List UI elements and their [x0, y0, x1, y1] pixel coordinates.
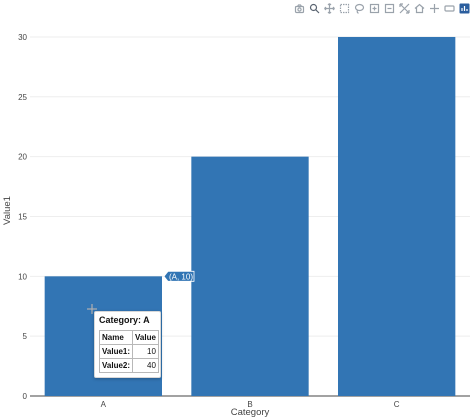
tooltip-table: Name Value Value1: 10 Value2: 40	[98, 330, 159, 373]
tooltip-row-value: 10	[132, 344, 159, 359]
x-tick-label: A	[101, 400, 107, 409]
zoom-out-icon[interactable]	[384, 3, 395, 14]
y-tick-label: 20	[18, 153, 27, 162]
y-tick-label: 30	[18, 33, 27, 42]
tooltip-title: Category: A	[99, 315, 150, 325]
y-tick-label: 0	[23, 392, 28, 401]
hover-label-text: (A, 10)	[169, 272, 193, 281]
y-tick-label: 10	[18, 272, 27, 281]
home-icon[interactable]	[414, 3, 425, 14]
tooltip-row: Value1: 10	[98, 344, 159, 359]
bar[interactable]	[338, 36, 456, 396]
x-tick-label: B	[247, 400, 252, 409]
spike-lines-icon[interactable]	[429, 3, 440, 14]
y-axis-ticks: 0 5 10 15 20 25 30	[18, 33, 27, 401]
y-tick-label: 5	[23, 332, 28, 341]
tooltip-row-name: Value1:	[98, 344, 134, 359]
camera-icon[interactable]	[294, 3, 305, 14]
x-axis-title: Category	[231, 407, 270, 418]
modebar	[294, 1, 470, 15]
autoscale-icon[interactable]	[399, 2, 410, 14]
x-axis-ticks: A B C	[101, 400, 400, 409]
tooltip-row: Value2: 40	[98, 358, 159, 373]
tooltip-header-row: Name Value	[98, 330, 159, 345]
tooltip-header-value: Value	[132, 330, 159, 345]
compare-hover-icon[interactable]	[444, 3, 455, 14]
y-tick-label: 15	[18, 212, 27, 221]
y-axis-title: Value1	[2, 196, 13, 225]
pan-icon[interactable]	[324, 2, 335, 14]
plotly-logo-icon[interactable]	[459, 3, 470, 14]
crosshair-cursor-icon	[87, 304, 97, 314]
box-select-icon[interactable]	[339, 3, 350, 14]
x-tick-label: C	[394, 400, 400, 409]
tooltip: Category: A Name Value Value1: 10 Value2…	[94, 311, 161, 378]
zoom-icon[interactable]	[309, 3, 320, 14]
zoom-in-icon[interactable]	[369, 3, 380, 14]
lasso-select-icon[interactable]	[354, 3, 365, 14]
tooltip-header-name: Name	[98, 330, 134, 345]
hover-label-box	[163, 270, 195, 282]
tooltip-row-name: Value2:	[98, 358, 134, 373]
bars	[44, 36, 456, 396]
bar[interactable]	[191, 156, 309, 396]
tooltip-row-value: 40	[132, 358, 159, 373]
hover-label: (A, 10)	[163, 270, 195, 282]
y-tick-label: 25	[18, 93, 27, 102]
